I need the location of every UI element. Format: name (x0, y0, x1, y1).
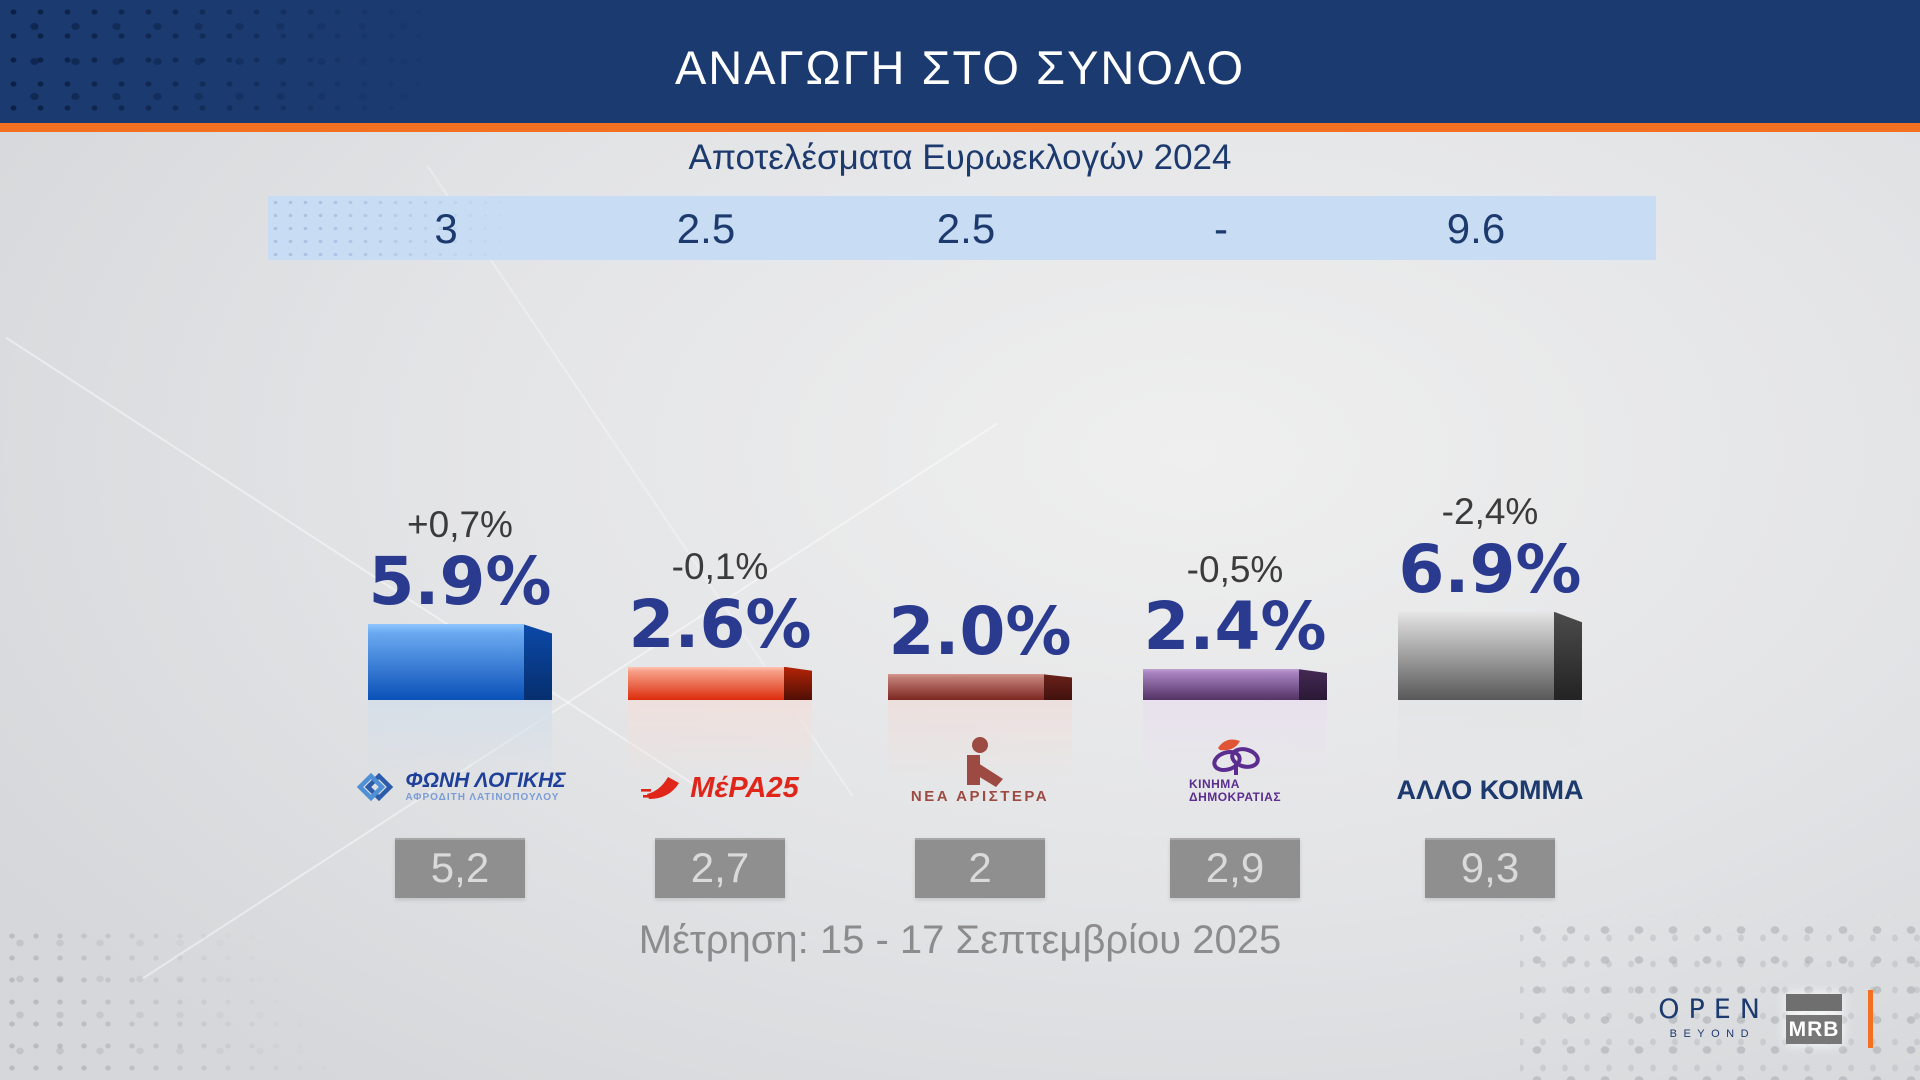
change-label: -0,1% (671, 546, 769, 588)
party-column-allo-komma: -2,4% 6.9% ΑΛΛΟ ΚΟΜΜΑ 9,3 (1370, 380, 1610, 900)
orange-divider (0, 123, 1920, 132)
bar-side (784, 666, 812, 700)
previous-value: 2,7 (690, 844, 750, 891)
change-label: +0,7% (407, 504, 513, 546)
bar-face (888, 674, 1044, 700)
bar-side (524, 624, 552, 700)
party-logo: ΦΩΝΗ ΛΟΓΙΚΗΣ ΑΦΡΟΔΙΤΗ ΛΑΤΙΝΟΠΟΥΛΟΥ (354, 769, 566, 804)
euro-2024-value: - (1214, 205, 1228, 252)
previous-measurement-box: 9,3 (1425, 838, 1555, 898)
party-name-line1: ΚΙΝΗΜΑ (1188, 776, 1240, 791)
previous-measurement-box: 2,9 (1170, 838, 1300, 898)
branding-block: OPEN BEYOND MRB (1658, 990, 1873, 1048)
header-dot-texture (0, 0, 470, 123)
bar-face (628, 666, 784, 700)
euro-2024-value: 3 (434, 205, 458, 252)
change-label: -2,4% (1441, 491, 1539, 533)
nea-aristera-icon (967, 737, 1003, 787)
subtitle: Αποτελέσματα Ευρωεκλογών 2024 (688, 138, 1232, 177)
bar-reflection (368, 700, 552, 792)
party-column-nea-aristera: 2.0% ΝΕΑ ΑΡΙΣΤΕΡΑ 2 (860, 380, 1100, 900)
bar (628, 666, 812, 700)
bar (368, 624, 552, 700)
bar-face (368, 624, 524, 700)
euro-2024-value: 2.5 (936, 205, 996, 252)
bar-reflection (1398, 700, 1582, 792)
mrb-logo: MRB (1786, 994, 1842, 1044)
foni-logikis-icon (357, 772, 394, 802)
measurement-date-footnote: Μέτρηση: 15 - 17 Σεπτεμβρίου 2025 (638, 918, 1282, 962)
change-label: -0,5% (1186, 548, 1284, 590)
bar-face (1398, 611, 1554, 700)
euro-elections-2024-bar: 3 2.5 2.5 - 9.6 (268, 196, 1656, 260)
previous-value: 5,2 (430, 844, 490, 891)
bar-side (1044, 674, 1072, 700)
previous-value: 9,3 (1460, 844, 1520, 891)
mera25-icon (641, 777, 680, 799)
party-name-line2: ΔΗΜΟΚΡΑΤΙΑΣ (1188, 789, 1282, 804)
kinima-dimokratias-icon (1212, 739, 1260, 775)
party-name: ΜέΡΑ25 (690, 771, 799, 804)
mrb-logo-text: MRB (1786, 1015, 1842, 1044)
party-leader: ΑΦΡΟΔΙΤΗ ΛΑΤΙΝΟΠΟΥΛΟΥ (405, 792, 560, 803)
header-banner: ΑΝΑΓΩΓΗ ΣΤΟ ΣΥΝΟΛΟ (0, 0, 1920, 123)
euro-2024-value: 9.6 (1446, 205, 1506, 252)
bar-reflection (628, 700, 812, 792)
party-name: ΑΛΛΟ ΚΟΜΜΑ (1396, 775, 1584, 805)
bar (1143, 669, 1327, 700)
previous-measurement-box: 2 (915, 838, 1045, 898)
previous-measurement-box: 5,2 (395, 838, 525, 898)
party-logo: ΝΕΑ ΑΡΙΣΤΕΡΑ (911, 737, 1049, 804)
party-column-foni-logikis: +0,7% 5.9% ΦΩΝΗ ΛΟΓΙΚΗΣ ΑΦΡΟΔΙΤΗ ΛΑΤΙΝΟΠ… (340, 380, 580, 900)
bar-side (1554, 611, 1582, 700)
previous-value: 2 (968, 844, 992, 891)
mrb-logo-top-bar (1786, 994, 1842, 1011)
previous-value: 2,9 (1205, 844, 1265, 891)
percentage-value: 5.9% (368, 543, 552, 621)
party-column-mera25: -0,1% 2.6% ΜέΡΑ25 2,7 (600, 380, 840, 900)
percentage-value: 2.4% (1143, 588, 1327, 666)
bar-side (1299, 669, 1327, 700)
open-tv-logo: OPEN BEYOND (1658, 996, 1760, 1042)
open-beyond-text: BEYOND (1669, 1028, 1756, 1040)
euro-2024-value: 2.5 (676, 205, 736, 252)
percentage-value: 2.0% (888, 593, 1072, 671)
page-title: ΑΝΑΓΩΓΗ ΣΤΟ ΣΥΝΟΛΟ (674, 41, 1246, 94)
party-name: ΦΩΝΗ ΛΟΓΙΚΗΣ (405, 769, 566, 792)
bar-face (1143, 669, 1299, 700)
party-column-kinima-dimokratias: -0,5% 2.4% ΚΙΝΗΜΑ ΔΗΜΟΚΡΑΤΙΑΣ (1115, 380, 1355, 900)
previous-measurement-box: 2,7 (655, 838, 785, 898)
orange-accent-bar (1868, 990, 1873, 1048)
open-logo-text: OPEN (1658, 994, 1769, 1025)
party-logo: ΜέΡΑ25 (641, 771, 799, 804)
percentage-value: 6.9% (1398, 530, 1582, 608)
bar (1398, 611, 1582, 700)
party-logo: ΚΙΝΗΜΑ ΔΗΜΟΚΡΑΤΙΑΣ (1189, 734, 1281, 804)
percentage-value: 2.6% (628, 585, 812, 663)
bar (888, 674, 1072, 700)
party-name: ΝΕΑ ΑΡΙΣΤΕΡΑ (910, 788, 1050, 805)
